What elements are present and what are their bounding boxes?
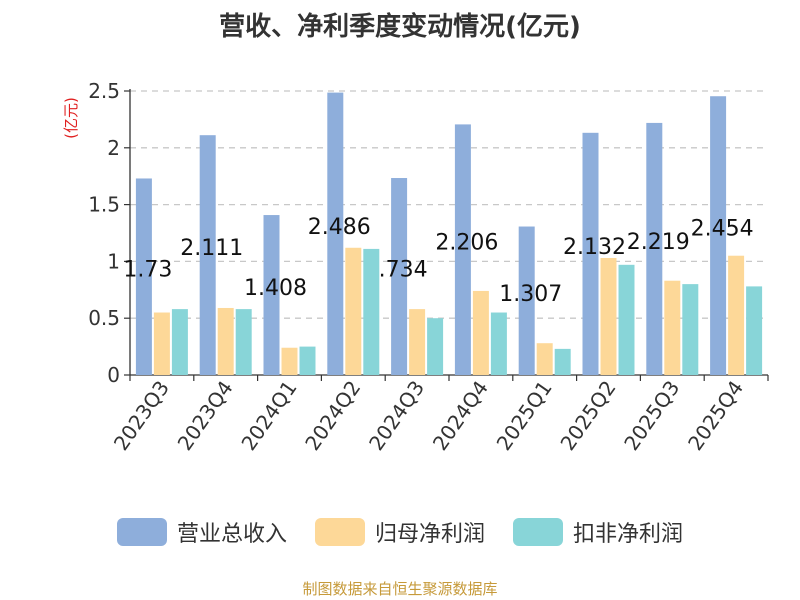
bar-net-profit: [345, 247, 362, 375]
legend-item[interactable]: 扣非净利润: [513, 516, 683, 548]
x-tick-label: 2024Q2: [300, 376, 365, 455]
bar-deducted-net-profit: [171, 309, 188, 375]
bar-revenue: [454, 124, 471, 375]
source-note: 制图数据来自恒生聚源数据库: [302, 580, 498, 598]
legend-label: 营业总收入: [176, 522, 287, 547]
y-tick-label: 2: [107, 136, 120, 160]
data-label: 2.111: [180, 236, 243, 261]
bar-revenue: [391, 178, 408, 375]
y-tick-label: 1.5: [88, 193, 120, 217]
chart-title: 营收、净利季度变动情况(亿元): [219, 12, 581, 42]
legend-swatch: [513, 518, 563, 546]
data-label: 2.132: [563, 235, 626, 260]
bar-deducted-net-profit: [554, 348, 571, 375]
y-axis-label: (亿元): [62, 97, 80, 139]
x-tick-label: 2023Q3: [109, 376, 174, 455]
data-label: 1.307: [499, 282, 562, 307]
x-tick-label: 2025Q3: [619, 376, 684, 455]
y-tick-label: 1: [107, 249, 120, 273]
data-label: .734: [379, 258, 428, 283]
bar-revenue: [199, 135, 216, 375]
bar-net-profit: [472, 290, 489, 375]
bar-deducted-net-profit: [746, 286, 763, 375]
y-tick-label: 2.5: [88, 79, 120, 103]
x-tick-label: 2025Q4: [683, 376, 748, 455]
bar-deducted-net-profit: [490, 312, 507, 375]
bar-deducted-net-profit: [363, 248, 380, 375]
bar-net-profit: [409, 309, 426, 375]
x-tick-label: 2025Q1: [492, 376, 557, 455]
data-label: 1.408: [244, 276, 307, 301]
bar-net-profit: [600, 257, 617, 375]
bar-revenue: [518, 226, 535, 375]
y-tick-label: 0: [107, 363, 120, 387]
bar-net-profit: [281, 347, 298, 375]
bar-deducted-net-profit: [299, 346, 316, 375]
y-tick-label: 0.5: [88, 306, 120, 330]
legend-label: 归母净利润: [374, 522, 485, 547]
x-tick-label: 2024Q1: [236, 376, 301, 455]
x-tick-label: 2024Q4: [428, 376, 493, 455]
bar-revenue: [263, 215, 280, 375]
data-label: 2.206: [435, 231, 498, 256]
x-tick-label: 2024Q3: [364, 376, 429, 455]
data-label: 2.486: [308, 215, 371, 240]
legend-item[interactable]: 营业总收入: [116, 516, 287, 548]
bar-revenue: [646, 122, 663, 375]
bar-revenue: [582, 132, 599, 375]
bar-net-profit: [664, 280, 681, 375]
legend-swatch: [116, 518, 167, 546]
data-label: 2.454: [691, 217, 754, 242]
bar-revenue: [135, 178, 152, 375]
data-label: 2.219: [627, 230, 690, 255]
bar-deducted-net-profit: [618, 264, 635, 375]
bar-net-profit: [217, 307, 234, 375]
bar-deducted-net-profit: [235, 309, 252, 375]
legend-item[interactable]: 归母净利润: [314, 516, 485, 548]
x-tick-label: 2023Q4: [173, 376, 238, 455]
x-tick-label: 2025Q2: [555, 376, 620, 455]
legend: 营业总收入 归母净利润 扣非净利润: [0, 516, 800, 548]
bar-net-profit: [536, 343, 553, 375]
bar-deducted-net-profit: [427, 318, 444, 375]
data-label: 1.73: [123, 258, 172, 283]
bar-revenue: [327, 92, 344, 376]
legend-swatch: [314, 518, 365, 546]
bar-net-profit: [153, 312, 170, 375]
legend-label: 扣非净利润: [573, 522, 684, 547]
bar-deducted-net-profit: [682, 284, 699, 375]
bar-net-profit: [728, 255, 745, 375]
bar-revenue: [710, 96, 727, 376]
